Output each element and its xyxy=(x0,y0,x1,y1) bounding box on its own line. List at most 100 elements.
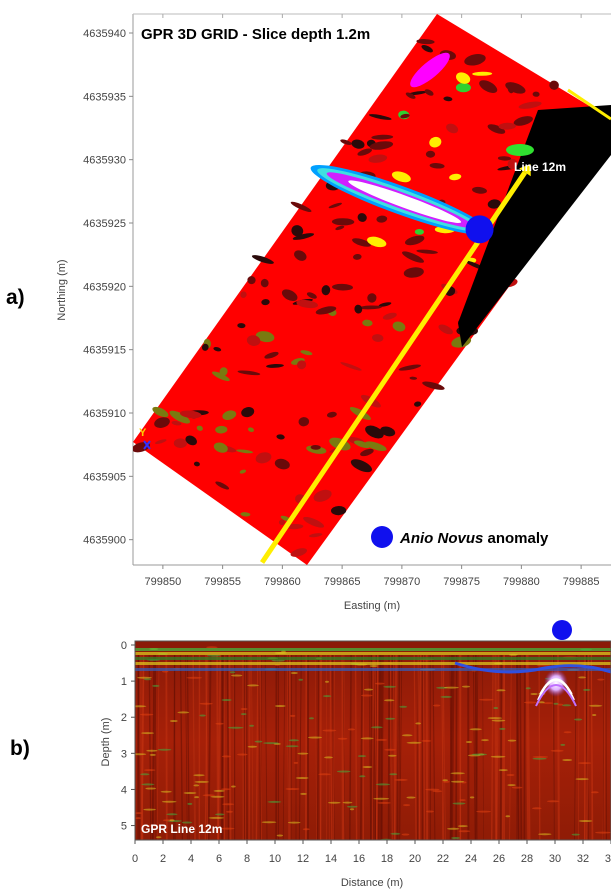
radargram-trace xyxy=(526,654,531,840)
radargram-speckle xyxy=(531,807,542,810)
panel-b-xtick-label: 26 xyxy=(493,853,505,865)
texture-blob xyxy=(240,291,247,298)
radargram-trace xyxy=(376,654,379,840)
panel-b-ytick-label: 0 xyxy=(121,640,127,652)
texture-blob xyxy=(513,116,533,126)
radargram-speckle xyxy=(322,729,337,732)
radargram-speckle xyxy=(254,740,263,743)
texture-blob xyxy=(260,278,269,288)
radargram-speckle xyxy=(496,689,506,692)
radargram-speckle xyxy=(288,739,300,742)
panel-b-ylabel: Depth (m) xyxy=(100,718,112,767)
radargram-speckle xyxy=(389,773,398,776)
panel-a-ytick-label: 4635930 xyxy=(83,155,126,167)
radargram-speckle xyxy=(143,769,156,772)
texture-blob xyxy=(335,225,345,231)
texture-blob xyxy=(236,449,254,454)
line-12m-label: Line 12m xyxy=(514,160,566,174)
texture-blob xyxy=(297,360,307,370)
radargram-speckle xyxy=(285,788,300,790)
radargram-speckle xyxy=(240,713,247,716)
radargram-speckle xyxy=(145,787,157,790)
radargram-trace xyxy=(577,654,580,840)
texture-blob xyxy=(507,158,518,170)
radargram-speckle xyxy=(557,703,564,706)
radargram-trace xyxy=(217,654,222,840)
radargram-speckle xyxy=(261,821,277,824)
radargram-trace xyxy=(223,654,226,840)
radargram-speckle xyxy=(369,665,378,667)
panel-b-xtick-label: 22 xyxy=(437,853,449,865)
radargram-speckle xyxy=(318,773,331,776)
radargram-trace xyxy=(496,654,500,840)
panel-a-xtick-label: 799860 xyxy=(264,576,301,588)
radargram-trace xyxy=(192,654,196,840)
radargram-speckle xyxy=(406,741,422,744)
radargram-speckle xyxy=(401,734,413,737)
radargram-trace xyxy=(455,654,458,840)
radargram-speckle xyxy=(139,713,154,716)
radargram-speckle xyxy=(240,708,248,710)
texture-blob xyxy=(290,201,312,213)
texture-blob xyxy=(425,150,436,158)
panel-a-ytick-label: 4635940 xyxy=(83,28,126,40)
texture-blob xyxy=(328,202,342,209)
radargram-speckle xyxy=(465,741,473,743)
texture-blob xyxy=(239,469,247,474)
radargram-speckle xyxy=(300,792,307,795)
panel-b-ytick-label: 1 xyxy=(121,676,127,688)
radargram-speckle xyxy=(215,813,225,816)
radargram-trace xyxy=(186,654,190,840)
radargram-speckle xyxy=(193,774,205,777)
radargram-speckle xyxy=(155,836,162,839)
radargram-trace xyxy=(515,654,520,840)
texture-blob xyxy=(443,96,453,102)
radargram-speckle xyxy=(228,726,244,729)
radargram-surface-band xyxy=(135,648,611,651)
radargram-speckle xyxy=(524,701,537,704)
texture-blob xyxy=(215,481,230,490)
radargram-speckle xyxy=(440,695,453,698)
anomaly-marker-b xyxy=(552,620,572,640)
panel-b-xtick-label: 28 xyxy=(521,853,533,865)
radargram-speckle xyxy=(298,678,304,681)
radargram-trace xyxy=(422,654,426,840)
radargram-trace xyxy=(449,654,452,840)
texture-blob xyxy=(331,505,347,516)
texture-blob xyxy=(505,82,526,94)
panel-b-ytick-label: 5 xyxy=(121,821,127,833)
radargram-speckle xyxy=(532,756,549,758)
texture-blob xyxy=(518,101,542,109)
texture-blob xyxy=(405,92,416,99)
radargram-speckle xyxy=(183,792,197,794)
radargram-trace xyxy=(165,654,168,840)
radargram-trace xyxy=(332,654,335,840)
texture-blob xyxy=(264,351,279,359)
texture-blob xyxy=(464,54,486,66)
anomaly-streak xyxy=(310,164,490,236)
radargram-speckle xyxy=(202,794,215,797)
radargram-speckle xyxy=(297,752,309,755)
radargram-trace xyxy=(371,654,374,840)
radargram-trace xyxy=(298,654,302,840)
radargram-trace xyxy=(475,654,479,840)
radargram-trace xyxy=(205,654,209,840)
texture-blob xyxy=(479,80,498,93)
texture-blob xyxy=(549,80,559,90)
radargram-trace xyxy=(264,654,268,840)
radargram-trace xyxy=(495,654,498,840)
texture-blob xyxy=(240,512,251,517)
radargram-speckle xyxy=(276,834,284,837)
radargram-speckle xyxy=(394,778,408,781)
panel-b-xtick-label: 18 xyxy=(381,853,393,865)
radargram-trace xyxy=(393,654,398,840)
texture-blob xyxy=(422,381,445,390)
texture-blob xyxy=(414,401,422,407)
texture-blob xyxy=(292,233,315,240)
radargram-speckle xyxy=(193,784,200,787)
texture-blob xyxy=(331,218,355,226)
radargram-trace xyxy=(459,654,462,840)
texture-blob xyxy=(196,425,203,431)
panel-b-title: GPR Line 12m xyxy=(141,822,222,836)
